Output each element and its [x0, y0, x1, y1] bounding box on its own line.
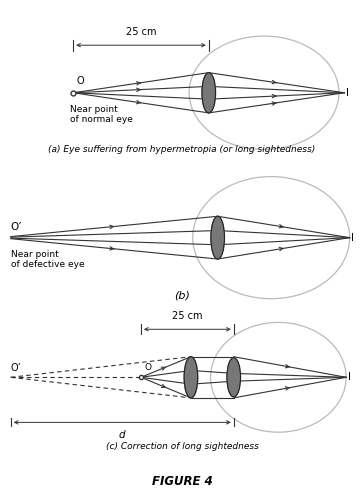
Text: Near point
of defective eye: Near point of defective eye [11, 250, 84, 270]
Text: I: I [352, 233, 355, 243]
Text: (a) Eye suffering from hypermetropia (or long sightedness): (a) Eye suffering from hypermetropia (or… [48, 145, 316, 154]
Ellipse shape [202, 73, 215, 113]
Text: O’: O’ [11, 221, 23, 232]
Text: I: I [346, 88, 349, 98]
Ellipse shape [184, 357, 198, 398]
Ellipse shape [227, 358, 241, 397]
Text: O: O [77, 76, 84, 86]
Text: (c) Correction of long sightedness: (c) Correction of long sightedness [106, 442, 258, 451]
Text: FIGURE 4: FIGURE 4 [152, 474, 212, 488]
Text: d: d [119, 430, 126, 440]
Ellipse shape [211, 216, 225, 259]
Text: 25 cm: 25 cm [172, 312, 203, 321]
Text: (b): (b) [174, 291, 190, 301]
Text: O’: O’ [11, 364, 21, 373]
Text: I: I [348, 372, 351, 382]
Text: 25 cm: 25 cm [126, 27, 156, 37]
Text: O: O [145, 364, 151, 372]
Text: Near point
of normal eye: Near point of normal eye [70, 105, 132, 124]
